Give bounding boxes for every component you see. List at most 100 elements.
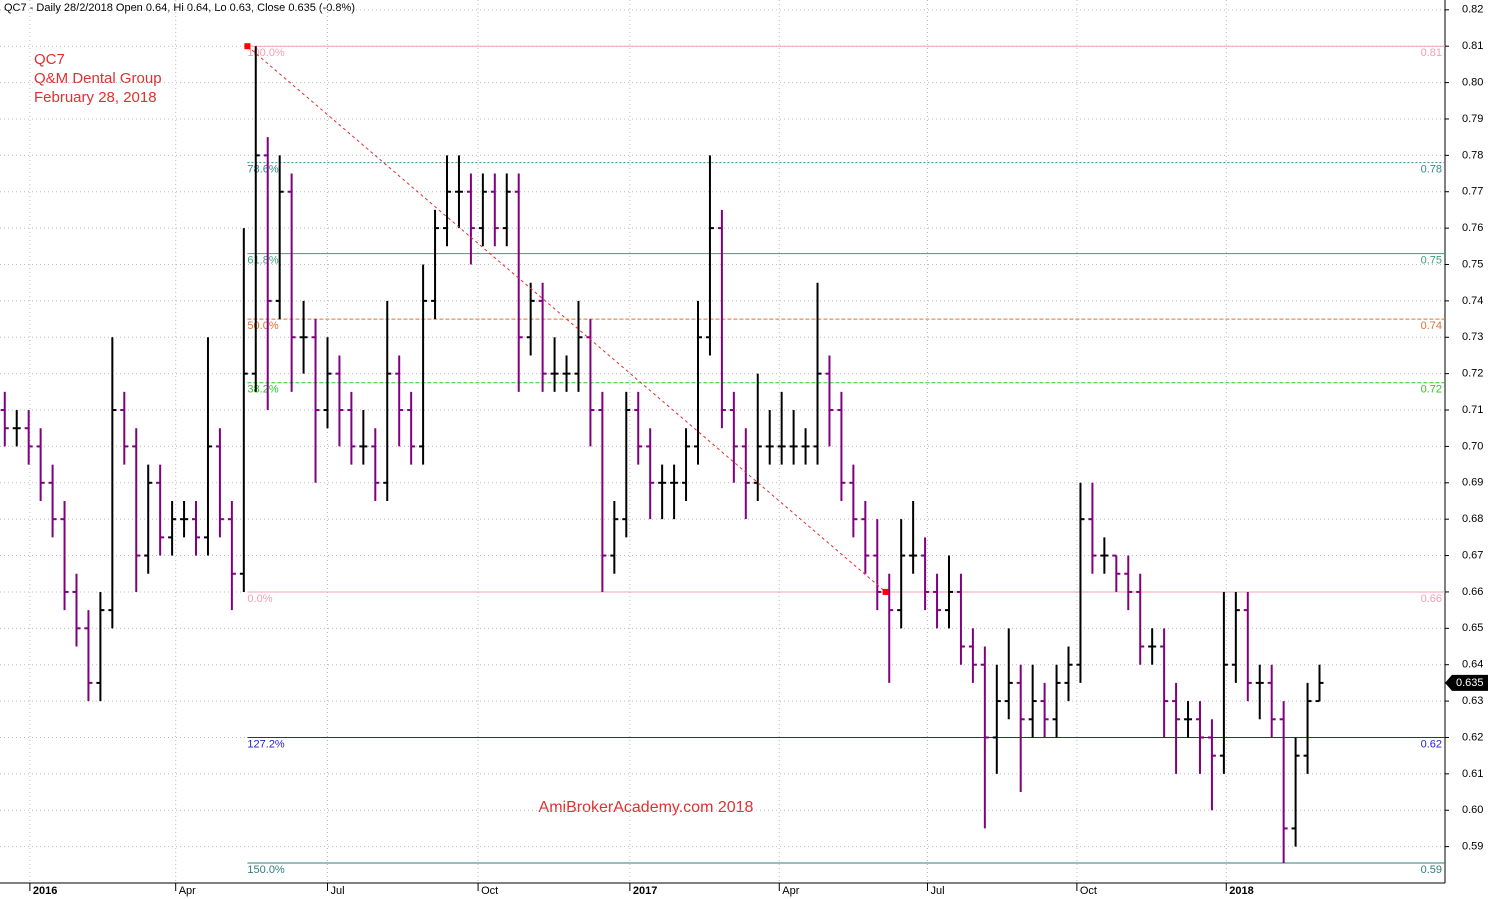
ohlc-bar bbox=[753, 373, 762, 501]
fib-price-label: 0.62 bbox=[1421, 738, 1442, 750]
ohlc-bar bbox=[203, 337, 212, 556]
x-tick-label: Oct bbox=[481, 885, 498, 897]
fib-label: 100.0% bbox=[247, 47, 285, 59]
x-tick-label: 2017 bbox=[633, 885, 657, 897]
ohlc-bar bbox=[801, 428, 810, 465]
ohlc-bar bbox=[562, 355, 571, 392]
ohlc-bar bbox=[861, 500, 870, 574]
x-tick-label: Apr bbox=[782, 885, 799, 897]
ohlc-bar bbox=[538, 282, 547, 392]
y-tick-label: 0.70 bbox=[1462, 440, 1483, 452]
ohlc-bar bbox=[48, 464, 57, 538]
ohlc-bar bbox=[992, 664, 1001, 774]
annotation: Q&M Dental Group bbox=[34, 70, 162, 87]
ohlc-bar bbox=[610, 500, 619, 574]
ohlc-bar bbox=[180, 500, 189, 538]
fib-label: 61.8% bbox=[247, 254, 278, 266]
ohlc-bar bbox=[371, 428, 380, 501]
ohlc-bar bbox=[263, 137, 272, 411]
trendline-anchor bbox=[244, 43, 251, 50]
ohlc-bar bbox=[287, 173, 296, 392]
ohlc-bar bbox=[933, 573, 942, 629]
ohlc-bar bbox=[1184, 701, 1193, 738]
ohlc-bar bbox=[1016, 664, 1025, 793]
ohlc-bar bbox=[1207, 719, 1216, 811]
ohlc-bar bbox=[705, 155, 714, 356]
ohlc-bar bbox=[622, 391, 631, 538]
ohlc-bar bbox=[72, 573, 81, 647]
ohlc-bar bbox=[168, 500, 177, 556]
ohlc-bar bbox=[108, 337, 117, 629]
ohlc-bar bbox=[0, 391, 9, 447]
ohlc-bar bbox=[466, 173, 475, 265]
ohlc-bar bbox=[1124, 555, 1133, 611]
y-tick-label: 0.62 bbox=[1462, 731, 1483, 743]
ohlc-bar bbox=[944, 555, 953, 629]
fib-label: 50.0% bbox=[247, 320, 278, 332]
ohlc-bar bbox=[311, 319, 320, 483]
ohlc-bar bbox=[323, 337, 332, 429]
ohlc-bar bbox=[717, 209, 726, 429]
x-tick-label: Oct bbox=[1080, 885, 1097, 897]
ohlc-bar bbox=[239, 228, 248, 592]
fib-price-label: 0.78 bbox=[1421, 164, 1442, 176]
ohlc-bar bbox=[921, 537, 930, 611]
ohlc-bar bbox=[813, 282, 822, 465]
ohlc-bar bbox=[1267, 664, 1276, 738]
ohlc-bar bbox=[478, 173, 487, 247]
y-tick-label: 0.74 bbox=[1462, 295, 1483, 307]
ohlc-bar bbox=[550, 337, 559, 392]
ohlc-bar bbox=[789, 410, 798, 465]
fib-price-label: 0.59 bbox=[1421, 864, 1442, 876]
ohlc-bar bbox=[431, 209, 440, 320]
ohlc-bar bbox=[24, 410, 33, 465]
ohlc-bar bbox=[454, 155, 463, 229]
fib-price-label: 0.75 bbox=[1421, 254, 1442, 266]
ohlc-bar bbox=[359, 410, 368, 465]
ohlc-bar bbox=[634, 391, 643, 465]
ohlc-bar bbox=[1148, 628, 1157, 665]
ohlc-bar bbox=[347, 391, 356, 465]
ohlc-bar bbox=[1160, 628, 1169, 738]
ohlc-bar bbox=[227, 500, 236, 611]
ohlc-bar bbox=[741, 428, 750, 520]
ohlc-bar bbox=[1004, 628, 1013, 720]
ohlc-bar bbox=[980, 646, 989, 829]
ohlc-bar bbox=[526, 282, 535, 356]
ohlc-bar bbox=[12, 410, 21, 447]
ohlc-bar bbox=[729, 391, 738, 483]
ohlc-bar bbox=[156, 464, 165, 556]
y-tick-label: 0.81 bbox=[1462, 40, 1483, 52]
ohlc-bar bbox=[251, 46, 260, 392]
ohlc-bar bbox=[1112, 554, 1121, 592]
x-tick-label: 2018 bbox=[1229, 885, 1253, 897]
ohlc-bar bbox=[646, 428, 655, 520]
ohlc-bar bbox=[765, 410, 774, 465]
ohlc-bar bbox=[1219, 591, 1228, 774]
x-tick-label: Apr bbox=[179, 885, 196, 897]
y-tick-label: 0.76 bbox=[1462, 222, 1483, 234]
y-tick-label: 0.61 bbox=[1462, 768, 1483, 780]
ohlc-bar bbox=[490, 173, 499, 247]
ohlc-bar bbox=[132, 428, 141, 592]
watermark: AmiBrokerAcademy.com 2018 bbox=[539, 799, 754, 816]
y-tick-label: 0.79 bbox=[1462, 113, 1483, 125]
ohlc-bar bbox=[1040, 682, 1049, 738]
y-tick-label: 0.67 bbox=[1462, 549, 1483, 561]
ohlc-bar bbox=[1100, 537, 1109, 574]
ohlc-bar bbox=[1279, 701, 1288, 863]
ohlc-bar bbox=[407, 391, 416, 465]
fib-label: 38.2% bbox=[247, 384, 278, 396]
ohlc-bar bbox=[1291, 737, 1300, 847]
ohlc-bar bbox=[1052, 664, 1061, 738]
ohlc-bar bbox=[335, 355, 344, 447]
y-tick-label: 0.60 bbox=[1462, 804, 1483, 816]
y-tick-label: 0.71 bbox=[1462, 404, 1483, 416]
ohlc-bar bbox=[682, 428, 691, 501]
fib-label: 127.2% bbox=[247, 738, 285, 750]
ohlc-bar bbox=[1088, 482, 1097, 574]
price-tag-label: 0.635 bbox=[1456, 677, 1484, 689]
ohlc-bar bbox=[192, 500, 201, 556]
trendline bbox=[247, 45, 886, 593]
